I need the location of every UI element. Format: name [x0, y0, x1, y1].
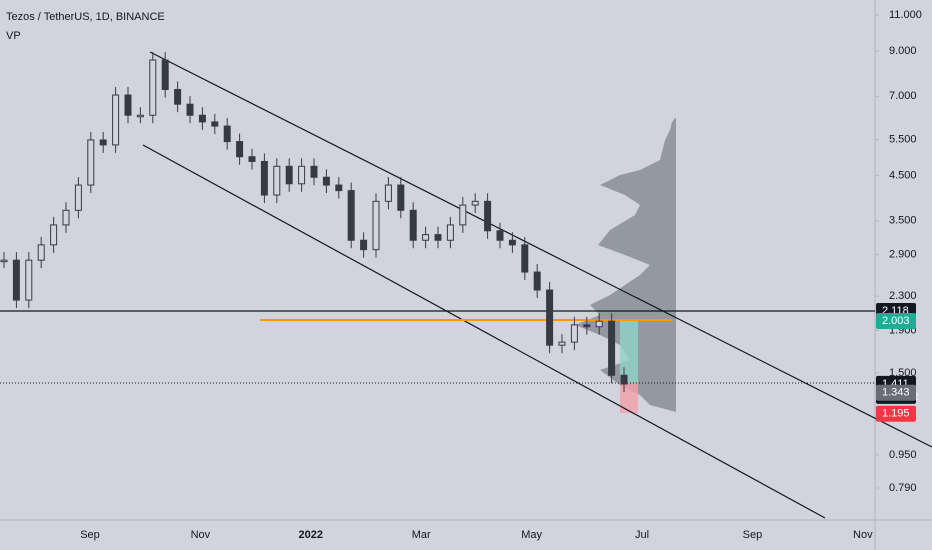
x-tick-label: 2022 [299, 529, 323, 541]
candle [273, 165, 281, 196]
candle [595, 320, 603, 328]
candle [533, 271, 541, 291]
candle [62, 209, 70, 226]
long-position-profit [620, 320, 638, 383]
price-tag-label: 1.343 [882, 387, 910, 399]
candle [521, 244, 529, 273]
candle [223, 125, 231, 143]
candle [99, 139, 107, 146]
candle [174, 89, 182, 105]
candle [236, 141, 244, 158]
candle [74, 184, 82, 211]
price-tag [876, 405, 916, 422]
candle [335, 184, 343, 192]
price-tag-label: 1.195 [882, 408, 910, 420]
candle [136, 114, 144, 118]
candle [37, 244, 45, 261]
candle [620, 374, 628, 385]
candle [608, 320, 616, 376]
channel-upper [149, 51, 932, 448]
y-tick-label: 7.000 [889, 90, 917, 102]
y-tick-label: 11.000 [889, 9, 922, 21]
candle [446, 224, 454, 241]
channel-lower [142, 144, 826, 519]
candle [322, 176, 330, 186]
candle [546, 289, 554, 346]
candle [471, 200, 479, 206]
candle [161, 59, 169, 91]
x-tick-label: Nov [191, 529, 211, 541]
candle [124, 94, 132, 116]
x-tick-label: Sep [80, 529, 100, 541]
candle [558, 341, 566, 346]
candle [12, 259, 20, 301]
indicator-label: VP [6, 30, 21, 42]
price-tag-label: 2.003 [882, 315, 910, 327]
y-tick-label: 1.500 [889, 367, 917, 379]
candle [484, 200, 492, 232]
y-tick-label: 5.500 [889, 134, 917, 146]
x-tick-label: Jul [635, 529, 649, 541]
candle [459, 204, 467, 226]
candle [149, 59, 157, 116]
candle [298, 165, 306, 185]
candle [186, 103, 194, 116]
y-tick-label: 0.790 [889, 482, 917, 494]
candle [384, 184, 392, 202]
candle [25, 259, 33, 301]
price-tag [876, 384, 916, 401]
y-tick-label: 3.500 [889, 215, 917, 227]
x-tick-label: Mar [412, 529, 431, 541]
candle [50, 224, 58, 246]
y-tick-label: 2.900 [889, 248, 917, 260]
candle [0, 259, 8, 263]
x-tick-label: Nov [853, 529, 873, 541]
candle [360, 239, 368, 251]
volume-profile [575, 118, 676, 412]
x-tick-label: Sep [743, 529, 763, 541]
candle [285, 165, 293, 185]
x-tick-label: May [521, 529, 542, 541]
candle [87, 139, 95, 186]
candle [422, 234, 430, 241]
candle [496, 230, 504, 241]
symbol-title: Tezos / TetherUS, 1D, BINANCE [6, 11, 165, 23]
y-tick-label: 0.950 [889, 449, 917, 461]
candle [434, 234, 442, 241]
y-tick-label: 9.000 [889, 45, 917, 57]
candle [260, 160, 268, 196]
candles [0, 51, 628, 392]
candle [112, 94, 120, 146]
candle [372, 200, 380, 251]
candle [211, 121, 219, 127]
candle [508, 239, 516, 246]
y-tick-label: 4.500 [889, 170, 917, 182]
candle [570, 324, 578, 343]
candle [347, 190, 355, 241]
long-position-loss [620, 383, 638, 413]
candle [397, 184, 405, 211]
candle [583, 324, 591, 328]
candle [248, 156, 256, 162]
candle [310, 165, 318, 178]
price-axis: 11.000 9.000 7.000 5.500 4.500 3.500 2.900 2.30… [875, 9, 922, 494]
candle [409, 209, 417, 241]
candle [198, 114, 206, 123]
y-tick-label: 2.300 [889, 290, 917, 302]
price-tag [876, 312, 916, 329]
